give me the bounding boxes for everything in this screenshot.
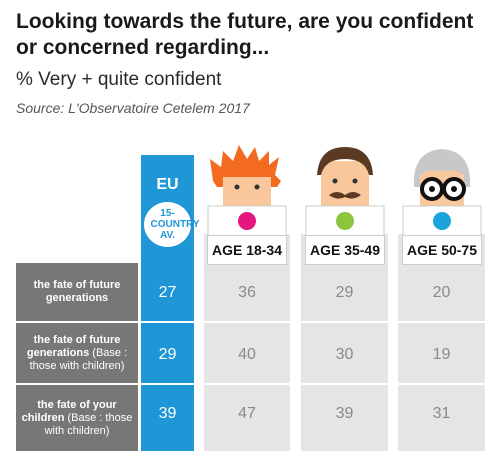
- chart-subtitle: % Very + quite confident: [16, 69, 222, 90]
- eu-label: EU: [156, 176, 179, 193]
- group-column-18-34: [204, 234, 290, 451]
- eye: [352, 178, 358, 184]
- row-label-1: the fate of future generations: [16, 263, 138, 321]
- row-label-2: the fate of future generations (Base : t…: [16, 323, 138, 383]
- row-label-note: (Base : those with children): [44, 411, 133, 437]
- age-badge-18-34: AGE 18-34: [207, 235, 287, 265]
- row-separator: [16, 383, 494, 385]
- eye: [332, 178, 338, 184]
- dot-50-75: [433, 212, 451, 230]
- age-badge-50-75: AGE 50-75: [402, 235, 482, 265]
- plate-35-49: [305, 205, 385, 237]
- value-35-49-row3: 39: [335, 405, 354, 422]
- value-35-49-row2: 30: [335, 346, 354, 363]
- row-label-text: the fate of future generations: [26, 333, 121, 359]
- group-column-35-49: [301, 234, 388, 451]
- face: [223, 171, 271, 215]
- moustache: [329, 192, 361, 199]
- plate-18-34: [207, 205, 287, 237]
- eu-badge-text: 15-COUNTRY AV.: [150, 208, 200, 241]
- hair: [413, 149, 471, 187]
- group-column-50-75: [398, 234, 485, 451]
- value-eu-row1: 27: [158, 284, 177, 301]
- chart-source: Source: L'Observatoire Cetelem 2017: [16, 100, 250, 116]
- eye: [254, 184, 260, 190]
- senior-person-icon: [413, 149, 471, 223]
- row-label-note: (Base : those with children): [29, 346, 128, 372]
- row-label-3: the fate of your children (Base : those …: [16, 385, 138, 451]
- chart-title: Looking towards the future, are you conf…: [16, 10, 474, 59]
- value-18-34-row1: 36: [238, 284, 256, 301]
- hair: [317, 147, 373, 175]
- eye: [429, 186, 435, 192]
- row-label-text: the fate of your children: [21, 398, 117, 424]
- value-18-34-row3: 47: [238, 405, 256, 422]
- age-badge-35-49: AGE 35-49: [305, 235, 385, 265]
- dot-35-49: [336, 212, 354, 230]
- row-separator: [16, 321, 494, 323]
- value-50-75-row1: 20: [432, 284, 451, 301]
- young-person-icon: [210, 145, 281, 223]
- value-eu-row2: 29: [158, 346, 177, 363]
- value-eu-row3: 39: [158, 405, 177, 422]
- eu-country-badge: 15-COUNTRY AV.: [144, 202, 200, 247]
- plate-50-75: [402, 205, 482, 237]
- value-35-49-row1: 29: [335, 284, 354, 301]
- value-50-75-row2: 19: [432, 346, 451, 363]
- dot-18-34: [238, 212, 256, 230]
- eye: [451, 186, 457, 192]
- hair-fringe: [221, 167, 273, 177]
- eye: [234, 184, 240, 190]
- row-label-text: the fate of future generations: [33, 279, 121, 304]
- face: [321, 161, 369, 213]
- value-18-34-row2: 40: [238, 346, 256, 363]
- value-50-75-row3: 31: [432, 405, 451, 422]
